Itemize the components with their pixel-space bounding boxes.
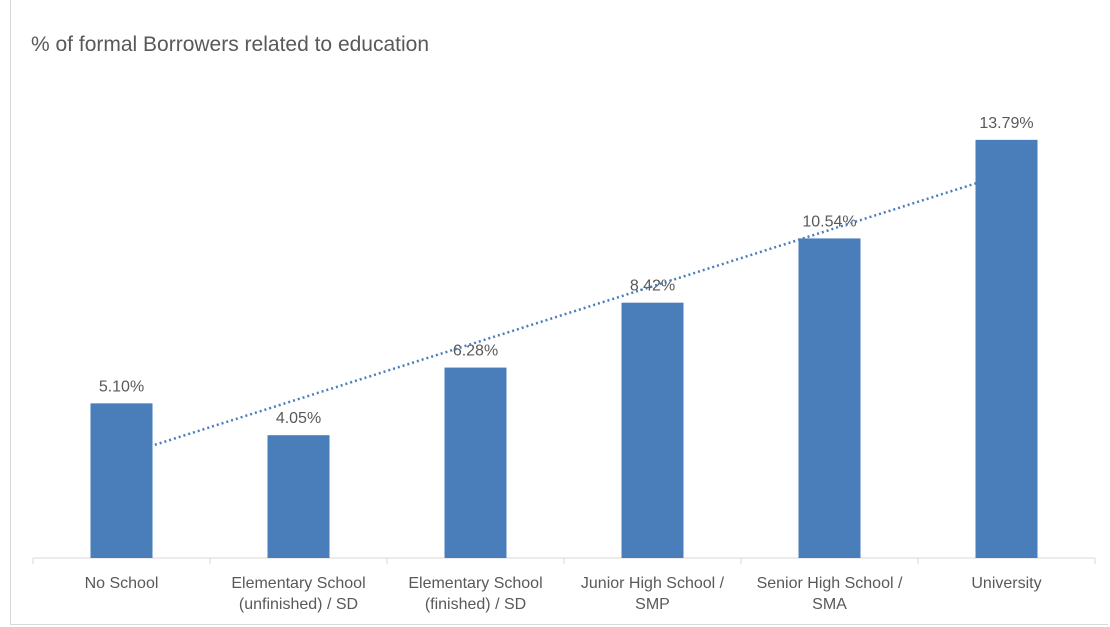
category-label: Junior High School / SMP [565,573,741,615]
category-label: Elementary School (finished) / SD [388,573,564,615]
category-label: University [919,573,1095,594]
bar [975,139,1038,558]
bar [444,367,507,558]
chart-frame [10,0,1108,625]
category-label-line: SMP [635,596,670,613]
data-label: 5.10% [99,378,144,395]
trendline [121,172,1007,457]
category-label-line: Junior High School / [580,575,725,592]
data-label: 13.79% [979,115,1033,132]
bar [621,302,684,558]
bar [90,403,153,558]
data-label: 6.28% [453,343,498,360]
category-label-line: Elementary School [408,575,543,592]
bar [267,435,330,558]
data-label: 10.54% [802,213,856,230]
category-label: No School [34,573,210,594]
category-label: Elementary School (unfinished) / SD [211,573,387,615]
data-label: 4.05% [276,410,321,427]
category-label-line: SMA [812,596,847,613]
category-label-line: Elementary School [231,575,366,592]
category-label-line: Senior High School / [756,575,903,592]
category-label-line: University [971,575,1042,592]
chart-title: % of formal Borrowers related to educati… [31,33,430,56]
category-label: Senior High School / SMA [742,573,918,615]
category-label-line: (finished) / SD [424,596,527,613]
category-label-line: (unfinished) / SD [238,596,359,613]
bar [798,238,861,558]
category-label-line: No School [84,575,159,592]
